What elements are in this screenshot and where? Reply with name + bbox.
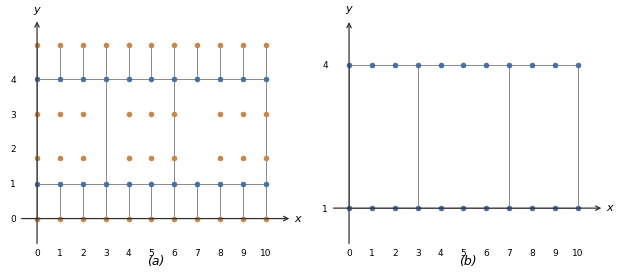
Text: (a): (a) <box>147 255 165 268</box>
Text: x: x <box>607 203 613 213</box>
Text: y: y <box>346 4 353 14</box>
Text: (b): (b) <box>459 255 477 268</box>
Text: x: x <box>295 214 301 223</box>
Text: y: y <box>34 5 41 15</box>
